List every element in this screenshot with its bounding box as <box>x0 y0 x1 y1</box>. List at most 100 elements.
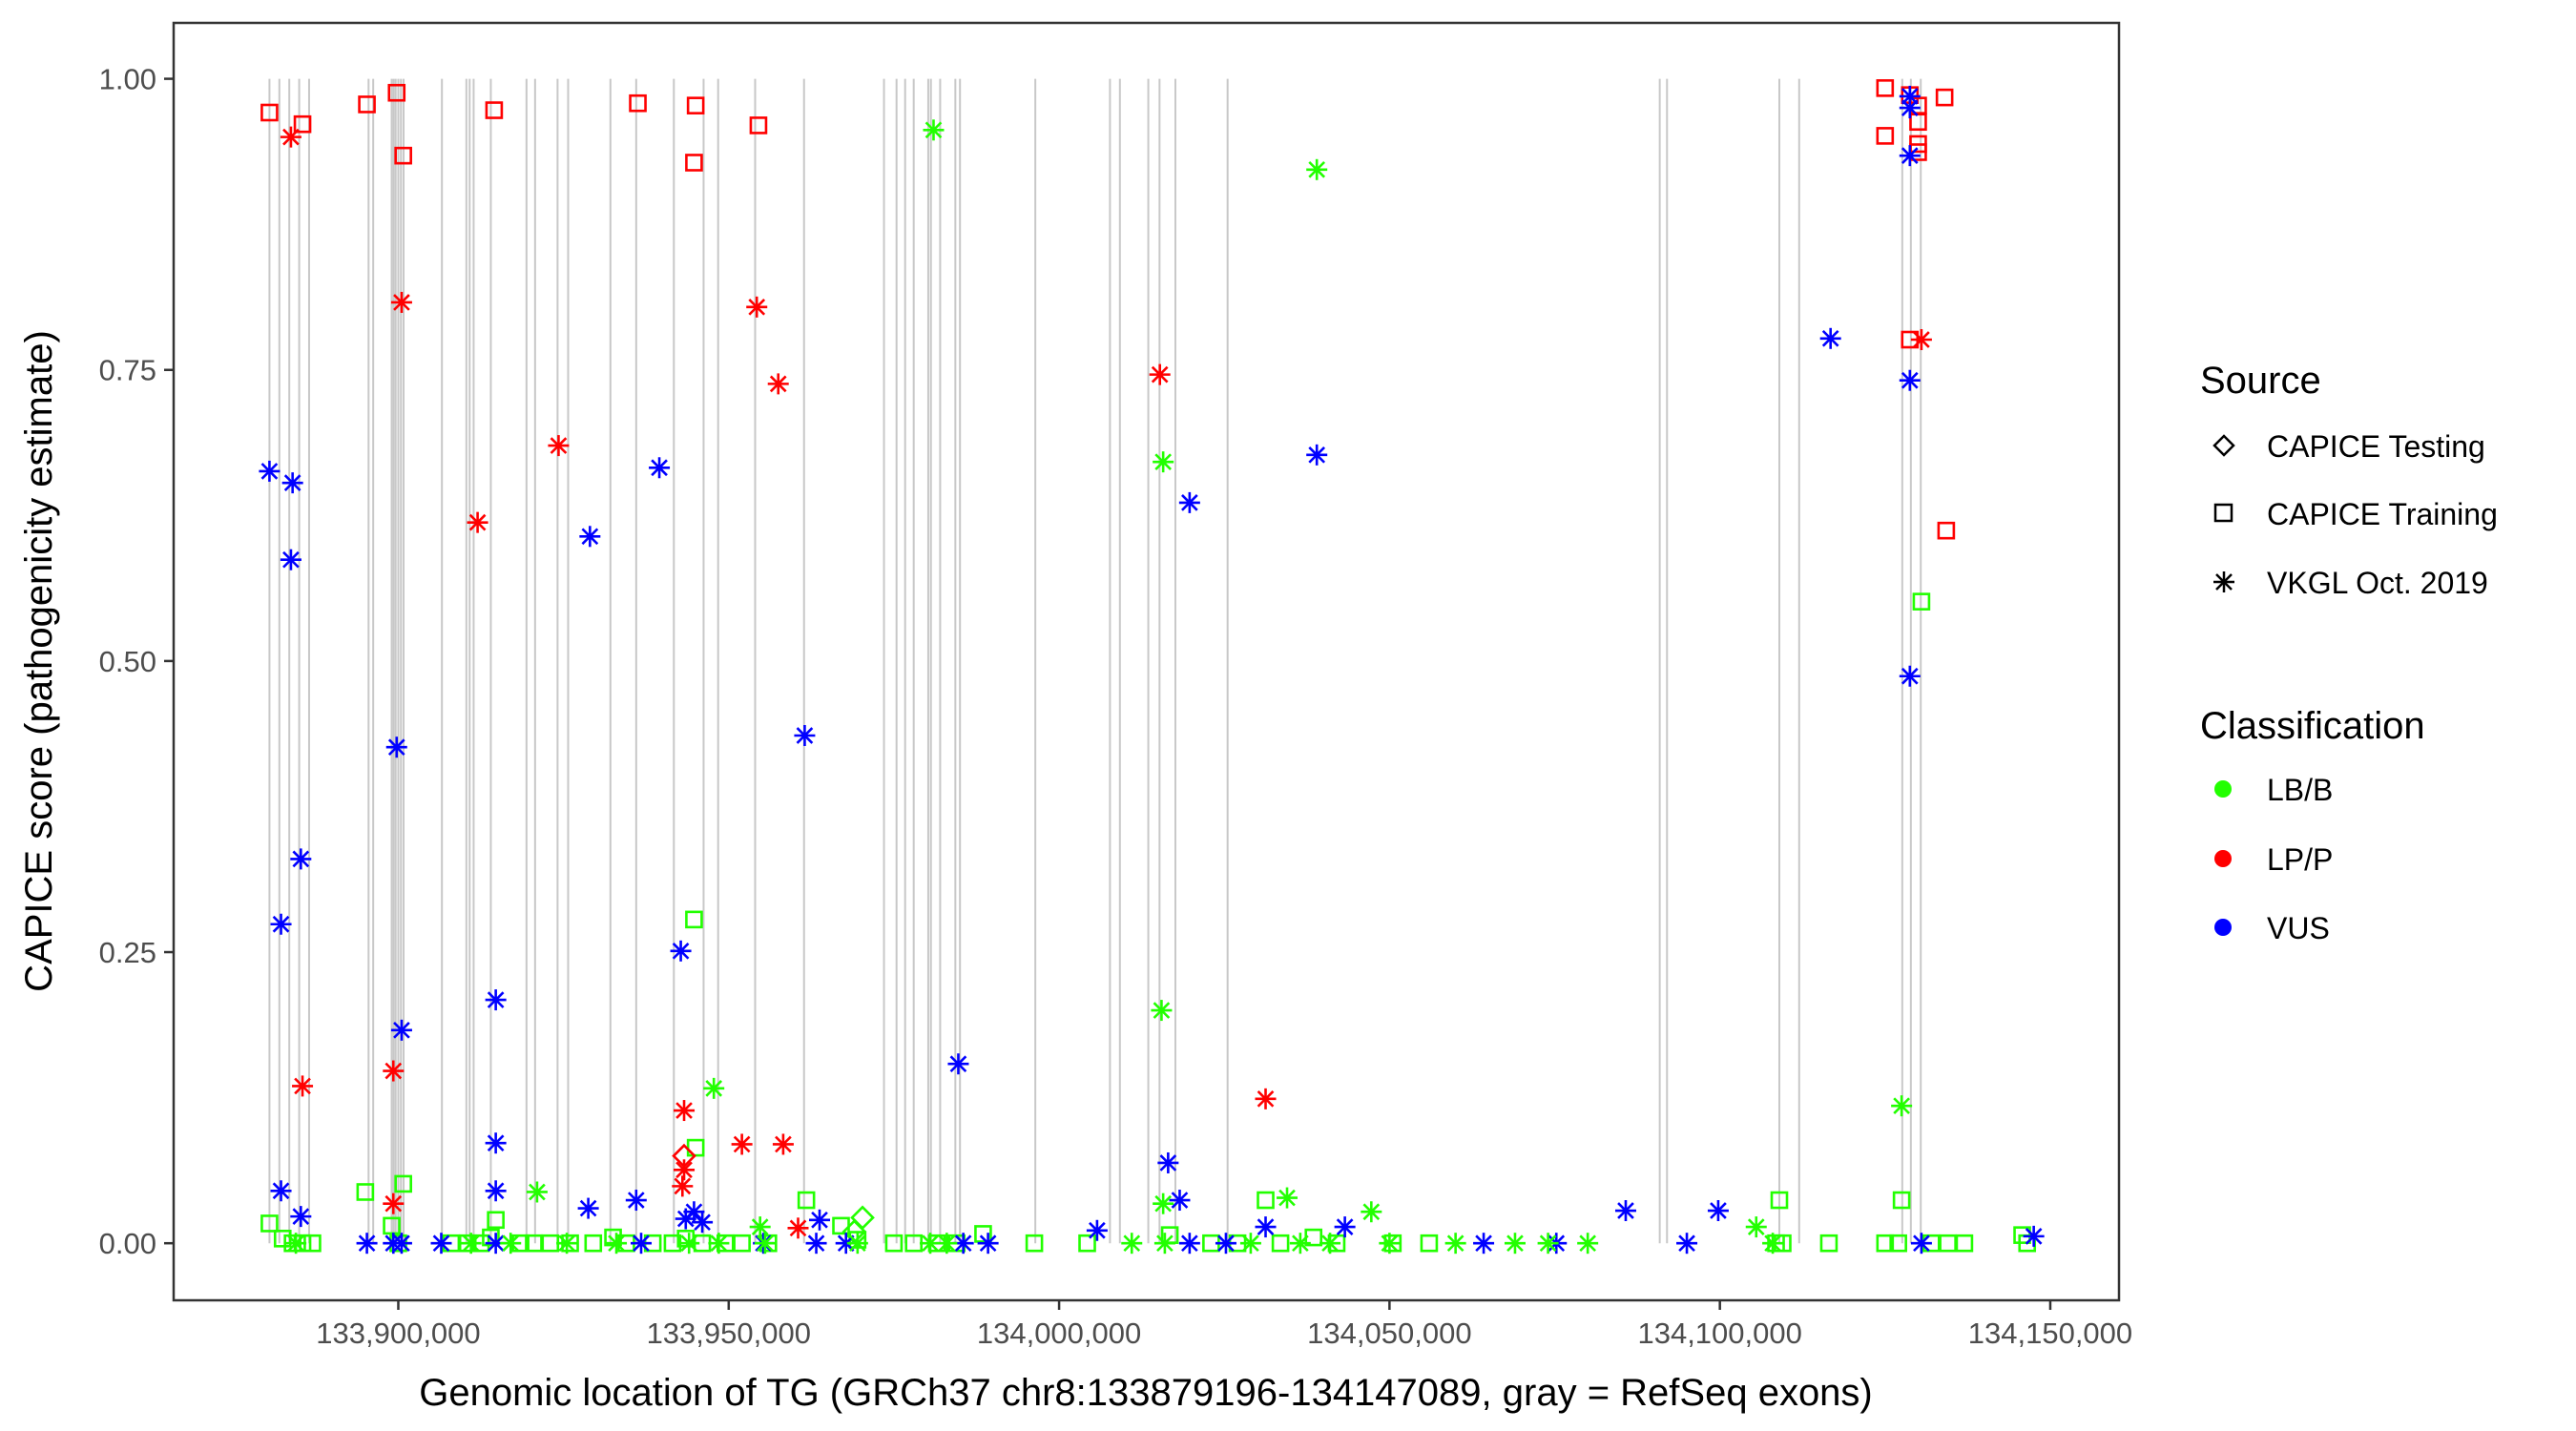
y-tick-label: 0.50 <box>99 645 156 678</box>
data-point-vus-vkgl <box>692 1212 714 1234</box>
data-point-vus-vkgl <box>1086 1219 1108 1241</box>
data-point-lbb-vkgl <box>1444 1233 1466 1255</box>
data-point-lbb-vkgl <box>1121 1233 1143 1255</box>
diamond-icon <box>2212 434 2235 457</box>
data-point-lbb-training <box>356 1183 375 1201</box>
data-point-lbb-vkgl <box>1891 1095 1913 1117</box>
data-point-vus-vkgl <box>1178 491 1200 513</box>
data-point-lbb-training <box>394 1174 412 1193</box>
data-point-vus-vkgl <box>259 460 280 482</box>
data-point-lpp-training <box>685 154 703 172</box>
data-point-lpp-vkgl <box>767 373 789 395</box>
data-point-vus-vkgl <box>1306 444 1328 466</box>
data-points <box>259 79 2045 1255</box>
legend-classification-title: Classification <box>2200 705 2425 747</box>
data-point-lpp-training <box>485 101 504 119</box>
data-point-vus-vkgl <box>577 1197 599 1219</box>
data-point-lpp-vkgl <box>548 435 570 457</box>
data-point-lbb-training <box>974 1225 992 1243</box>
data-point-lpp-vkgl <box>292 1075 314 1097</box>
data-point-lbb-training <box>1955 1234 1974 1253</box>
data-point-lpp-vkgl <box>787 1217 809 1239</box>
data-point-lbb-vkgl <box>703 1077 725 1099</box>
data-point-vus-vkgl <box>1899 665 1921 687</box>
data-point-vus-vkgl <box>290 848 312 870</box>
data-point-vus-vkgl <box>485 1132 507 1154</box>
data-point-lpp-vkgl <box>772 1133 794 1155</box>
data-point-vus-vkgl <box>290 1206 312 1228</box>
y-tick-label: 0.00 <box>99 1227 156 1260</box>
data-point-lbb-vkgl <box>1289 1233 1311 1255</box>
data-point-lpp-vkgl <box>390 291 412 313</box>
data-point-vus-vkgl <box>947 1053 969 1075</box>
data-point-lbb-training <box>482 1228 500 1247</box>
data-point-lbb-training <box>1257 1191 1275 1210</box>
legend-label-vus: VUS <box>2267 911 2330 945</box>
data-point-vus-vkgl <box>1215 1233 1236 1255</box>
data-point-lbb-vkgl <box>460 1233 482 1255</box>
data-point-lbb-vkgl <box>678 1233 700 1255</box>
legend-item-lbb: LB/B <box>2214 773 2333 807</box>
data-point-lbb-vkgl <box>749 1216 771 1238</box>
y-tick-label: 0.75 <box>99 354 156 387</box>
legend-item-vkgl: VKGL Oct. 2019 <box>2213 566 2488 600</box>
data-point-lbb-vkgl <box>936 1233 958 1255</box>
x-tick-label: 134,100,000 <box>1637 1317 1801 1350</box>
data-point-lpp-training <box>1937 521 1956 540</box>
x-tick-label: 134,050,000 <box>1307 1317 1471 1350</box>
legend-item-capice-training: CAPICE Training <box>2213 497 2498 531</box>
data-point-lbb-training <box>1271 1234 1290 1253</box>
data-point-lbb-vkgl <box>1151 1000 1173 1022</box>
data-point-vus-vkgl <box>670 940 692 962</box>
data-point-lbb-vkgl <box>1239 1233 1261 1255</box>
data-point-lbb-training <box>487 1211 505 1230</box>
red-dot-icon <box>2214 850 2232 867</box>
data-point-vus-vkgl <box>809 1209 831 1231</box>
legend-label-lbb: LB/B <box>2267 773 2333 807</box>
data-point-lbb-training <box>1819 1234 1839 1253</box>
data-point-vus-vkgl <box>675 1208 696 1230</box>
data-point-lbb-training <box>797 1191 816 1210</box>
legend-item-lpp: LP/P <box>2214 842 2333 877</box>
data-point-lpp-vkgl <box>280 126 301 148</box>
data-point-lbb-training <box>884 1234 904 1253</box>
data-point-lpp-vkgl <box>1255 1088 1277 1110</box>
data-point-lbb-training <box>685 910 703 929</box>
data-point-lpp-vkgl <box>467 511 488 533</box>
data-point-lpp-vkgl <box>383 1192 405 1214</box>
data-point-vus-vkgl <box>1178 1233 1200 1255</box>
data-point-vus-vkgl <box>280 549 301 570</box>
data-point-vus-vkgl <box>1473 1233 1495 1255</box>
data-point-lpp-vkgl <box>674 1100 696 1122</box>
data-point-vus-vkgl <box>485 1180 507 1202</box>
data-point-lbb-training <box>525 1234 543 1253</box>
data-point-vus-vkgl <box>631 1233 653 1255</box>
data-point-lbb-vkgl <box>846 1233 868 1255</box>
data-point-lpp-training <box>1876 79 1895 97</box>
data-point-vus-vkgl <box>390 1233 412 1255</box>
data-point-vus-vkgl <box>1910 1233 1932 1255</box>
data-point-vus-vkgl <box>430 1233 452 1255</box>
x-axis-title: Genomic location of TG (GRCh37 chr8:1338… <box>419 1372 1873 1414</box>
data-point-lpp-training <box>1935 88 1954 107</box>
data-point-lbb-vkgl <box>285 1233 307 1255</box>
data-point-lpp-training <box>686 96 705 114</box>
data-point-vus-vkgl <box>1676 1233 1698 1255</box>
data-point-lbb-vkgl <box>1153 1192 1174 1214</box>
data-point-lpp-training <box>1876 127 1895 145</box>
data-point-vus-vkgl <box>385 736 407 758</box>
data-point-lpp-training <box>394 146 412 165</box>
data-point-vus-vkgl <box>270 1180 292 1202</box>
data-point-lbb-training <box>1892 1191 1911 1210</box>
data-point-lpp-training <box>749 116 768 135</box>
x-tick-label: 134,000,000 <box>977 1317 1141 1350</box>
x-tick-label: 133,900,000 <box>316 1317 480 1350</box>
data-point-lpp-training <box>293 114 312 134</box>
data-point-vus-vkgl <box>1899 97 1921 119</box>
data-point-lpp-vkgl <box>672 1175 694 1197</box>
data-point-lbb-training <box>1420 1234 1439 1253</box>
data-point-lpp-vkgl <box>674 1159 696 1181</box>
data-point-lpp-vkgl <box>1149 363 1171 385</box>
